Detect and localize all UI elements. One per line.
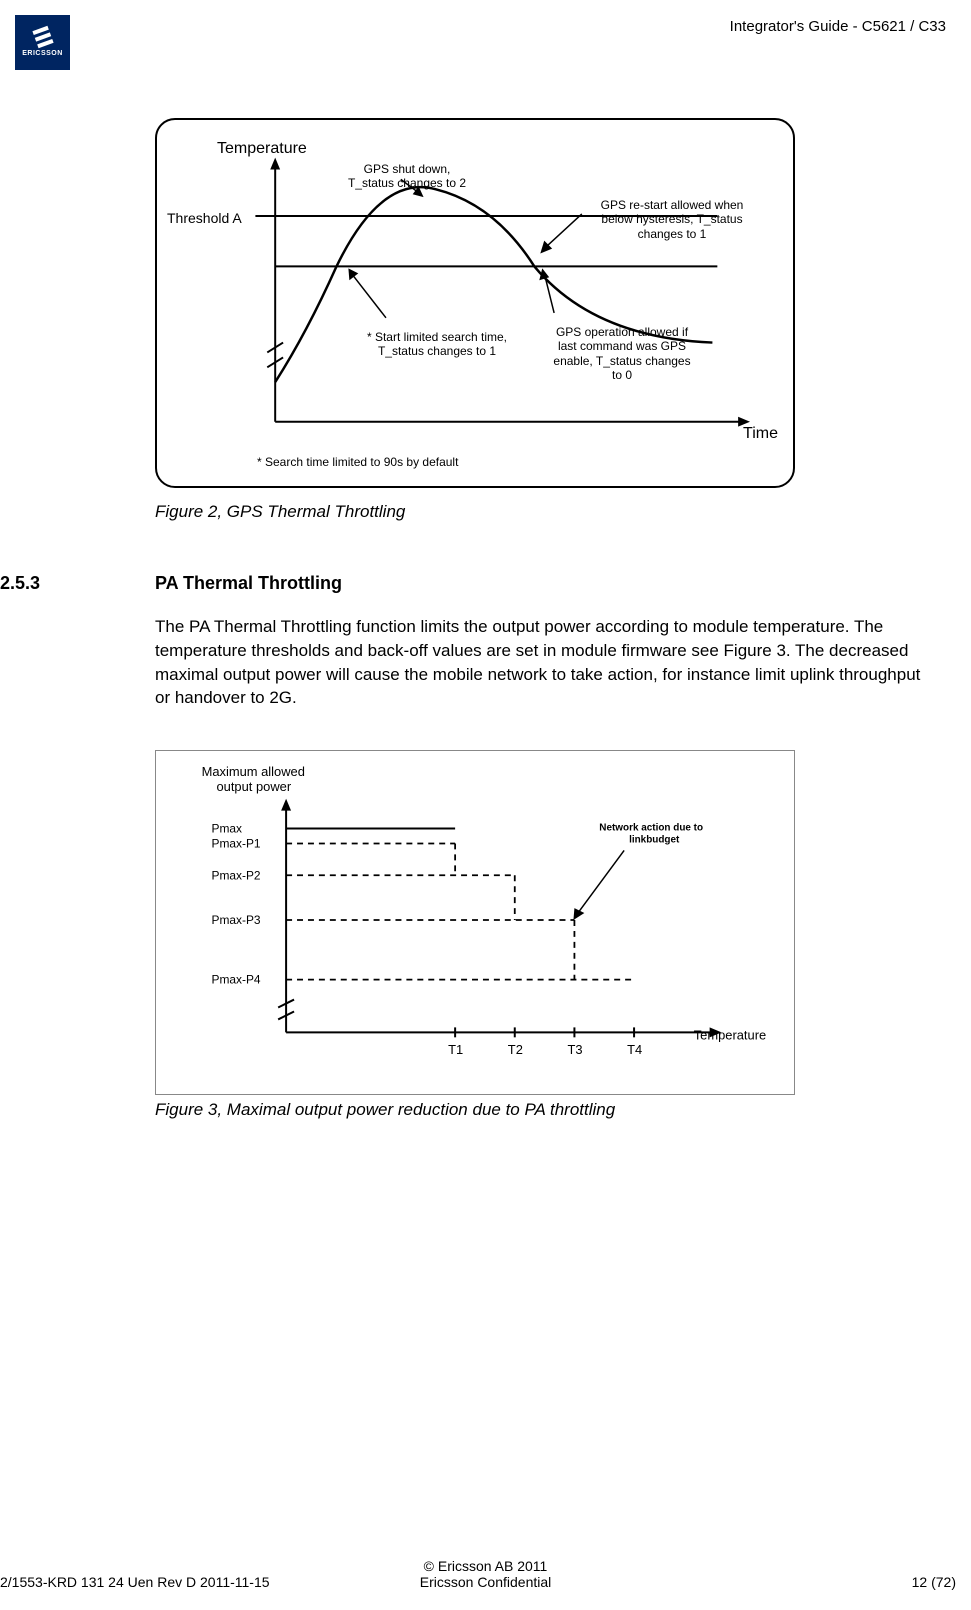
footer-doc-id: 2/1553-KRD 131 24 Uen Rev D 2011-11-15 [0, 1574, 270, 1590]
figure2-svg: Maximum allowed output power Pmax Pmax-P… [156, 751, 794, 1094]
fig1-annot-operation: GPS operation allowed iflast command was… [542, 325, 702, 383]
svg-text:T4: T4 [627, 1042, 642, 1057]
fig1-y-axis-label: Temperature [217, 140, 307, 158]
svg-text:Network action due to: Network action due to [599, 823, 703, 834]
fig1-threshold-label: Threshold A [167, 210, 242, 226]
ericsson-logo: ERICSSON [15, 15, 70, 70]
figure-gps-thermal: Temperature Threshold A Time GPS shut do… [155, 118, 795, 488]
fig1-x-axis-label: Time [743, 425, 778, 443]
section-title: PA Thermal Throttling [155, 573, 342, 594]
svg-text:Pmax-P3: Pmax-P3 [212, 913, 261, 927]
footer-copyright: © Ericsson AB 2011 Ericsson Confidential [420, 1558, 552, 1590]
svg-text:linkbudget: linkbudget [629, 834, 680, 845]
document-title: Integrator's Guide - C5621 / C33 [730, 18, 946, 35]
svg-text:Pmax: Pmax [212, 822, 243, 836]
fig1-annot-restart: GPS re-start allowed whenbelow hysteresi… [582, 198, 762, 241]
svg-text:output power: output power [217, 779, 292, 794]
section-number: 2.5.3 [0, 573, 40, 594]
svg-text:Pmax-P1: Pmax-P1 [212, 836, 261, 850]
svg-text:Pmax-P2: Pmax-P2 [212, 868, 261, 882]
fig1-annot-shutdown: GPS shut down,T_status changes to 2 [327, 162, 487, 191]
figure1-caption: Figure 2, GPS Thermal Throttling [155, 502, 405, 522]
figure2-caption: Figure 3, Maximal output power reduction… [155, 1100, 615, 1120]
svg-text:Temperature: Temperature [694, 1027, 766, 1042]
figure-pa-thermal: Maximum allowed output power Pmax Pmax-P… [155, 750, 795, 1095]
fig1-footnote: * Search time limited to 90s by default [257, 455, 517, 469]
logo-text: ERICSSON [22, 50, 63, 57]
svg-text:T3: T3 [567, 1042, 582, 1057]
footer-page-number: 12 (72) [912, 1574, 956, 1590]
section-body: The PA Thermal Throttling function limit… [155, 615, 925, 710]
fig1-annot-start-limited: * Start limited search time,T_status cha… [352, 330, 522, 359]
logo-bars-icon [32, 26, 53, 48]
svg-text:T2: T2 [508, 1042, 523, 1057]
svg-text:Pmax-P4: Pmax-P4 [212, 973, 261, 987]
svg-text:Maximum allowed: Maximum allowed [202, 764, 305, 779]
svg-text:T1: T1 [448, 1042, 463, 1057]
